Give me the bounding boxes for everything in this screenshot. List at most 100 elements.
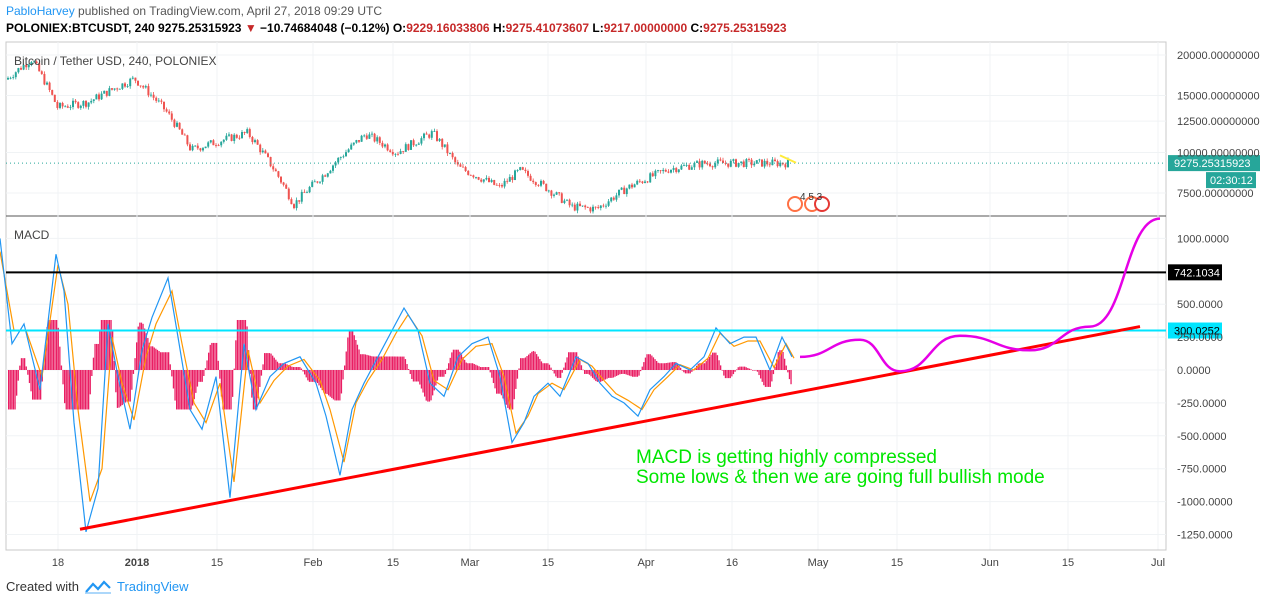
projection-curve[interactable] <box>799 217 1161 373</box>
candle-body <box>79 105 82 108</box>
histogram-bar <box>691 370 693 372</box>
candle-body <box>189 144 191 151</box>
candle-body <box>155 97 158 101</box>
candle-body <box>711 166 714 168</box>
histogram-bar <box>513 370 515 400</box>
low-value: 9217.00000000 <box>603 21 688 35</box>
tradingview-logo-icon <box>84 579 111 594</box>
candle-body <box>339 157 342 158</box>
histogram-bar <box>598 370 600 382</box>
events-count: 4 5 3 <box>800 192 823 203</box>
histogram-bar <box>451 352 453 370</box>
histogram-bar <box>180 370 183 410</box>
histogram-bar <box>364 354 367 370</box>
level-tag <box>1168 264 1222 281</box>
histogram-bar <box>152 346 154 370</box>
histogram-bar <box>601 370 603 382</box>
candle-body <box>644 181 646 183</box>
high-value: 9275.41073607 <box>505 21 590 35</box>
histogram-bar <box>265 353 267 370</box>
histogram-bar <box>59 346 61 370</box>
histogram-bar <box>430 370 432 401</box>
histogram-bar <box>683 370 685 373</box>
histogram-bar <box>659 363 661 370</box>
histogram-bar <box>236 319 239 370</box>
candle-body <box>462 166 464 168</box>
histogram-bar <box>459 351 461 370</box>
histogram-bar <box>545 363 547 370</box>
histogram-bar <box>547 363 549 370</box>
candle-body <box>324 175 327 177</box>
candle-body <box>493 179 496 185</box>
candle-body <box>467 170 470 175</box>
histogram-bar <box>476 365 479 370</box>
histogram-bar <box>56 319 58 370</box>
candle-body <box>389 150 392 152</box>
candle-body <box>698 161 701 168</box>
open-value: 9229.16033806 <box>406 21 490 35</box>
candle-body <box>108 88 111 96</box>
histogram-bar <box>304 370 306 375</box>
countdown-tag-text: 02:30:12 <box>1210 175 1253 187</box>
histogram-bar <box>241 319 243 370</box>
histogram-bar <box>220 370 223 397</box>
candle-body <box>129 78 132 87</box>
symbol-label: POLONIEX:BTCUSDT, 240 <box>6 21 155 35</box>
candle-body <box>571 204 574 206</box>
histogram-bar <box>294 367 296 370</box>
candle-body <box>477 177 480 180</box>
histogram-bar <box>356 344 359 370</box>
histogram-bar <box>328 370 330 396</box>
histogram-bar <box>699 363 701 370</box>
histogram-bar <box>755 370 757 371</box>
histogram-bar <box>561 370 563 373</box>
candle-body <box>241 132 243 139</box>
histogram-bar <box>584 370 586 374</box>
candle-body <box>87 102 90 107</box>
histogram-bar <box>760 370 762 379</box>
histogram-bar <box>196 370 199 387</box>
histogram-bar <box>392 356 394 370</box>
time-axis-tick: 15 <box>211 557 223 569</box>
histogram-bar <box>176 370 178 410</box>
histogram-bar <box>273 357 275 370</box>
histogram-bar <box>222 370 224 410</box>
author-link[interactable]: PabloHarvey <box>6 4 75 18</box>
event-flag-icon[interactable] <box>787 196 803 212</box>
trendline[interactable] <box>79 325 1141 531</box>
histogram-bar <box>203 370 205 377</box>
histogram-bar <box>92 357 95 370</box>
histogram-bar <box>267 353 269 370</box>
candle-body <box>753 163 756 166</box>
candle-body <box>17 68 20 73</box>
candle-body <box>272 166 275 170</box>
macd-histogram <box>8 319 792 410</box>
candle-body <box>703 160 706 164</box>
candle-body <box>638 180 641 182</box>
histogram-bar <box>441 370 443 377</box>
candle-body <box>490 179 493 183</box>
candle-body <box>150 94 152 96</box>
histogram-bar <box>435 370 437 386</box>
candle-body <box>100 93 103 100</box>
histogram-bar <box>620 370 623 374</box>
histogram-bar <box>336 370 338 401</box>
histogram-bar <box>489 370 491 373</box>
candle-body <box>511 176 514 181</box>
histogram-bar <box>124 370 127 403</box>
tradingview-brand-link[interactable]: TradingView <box>116 579 189 594</box>
event-flag-icon[interactable] <box>814 196 830 212</box>
candle-body <box>729 160 732 167</box>
histogram-bar <box>307 370 309 381</box>
candle-body <box>20 68 22 70</box>
candle-body <box>724 163 727 164</box>
histogram-bar <box>182 370 184 410</box>
candle-body <box>126 86 129 87</box>
histogram-bar <box>244 319 247 370</box>
histogram-bar <box>576 352 578 370</box>
candle-body <box>326 173 329 177</box>
histogram-bar <box>670 362 672 370</box>
last-price-tag <box>1168 155 1260 172</box>
histogram-bar <box>284 363 287 370</box>
